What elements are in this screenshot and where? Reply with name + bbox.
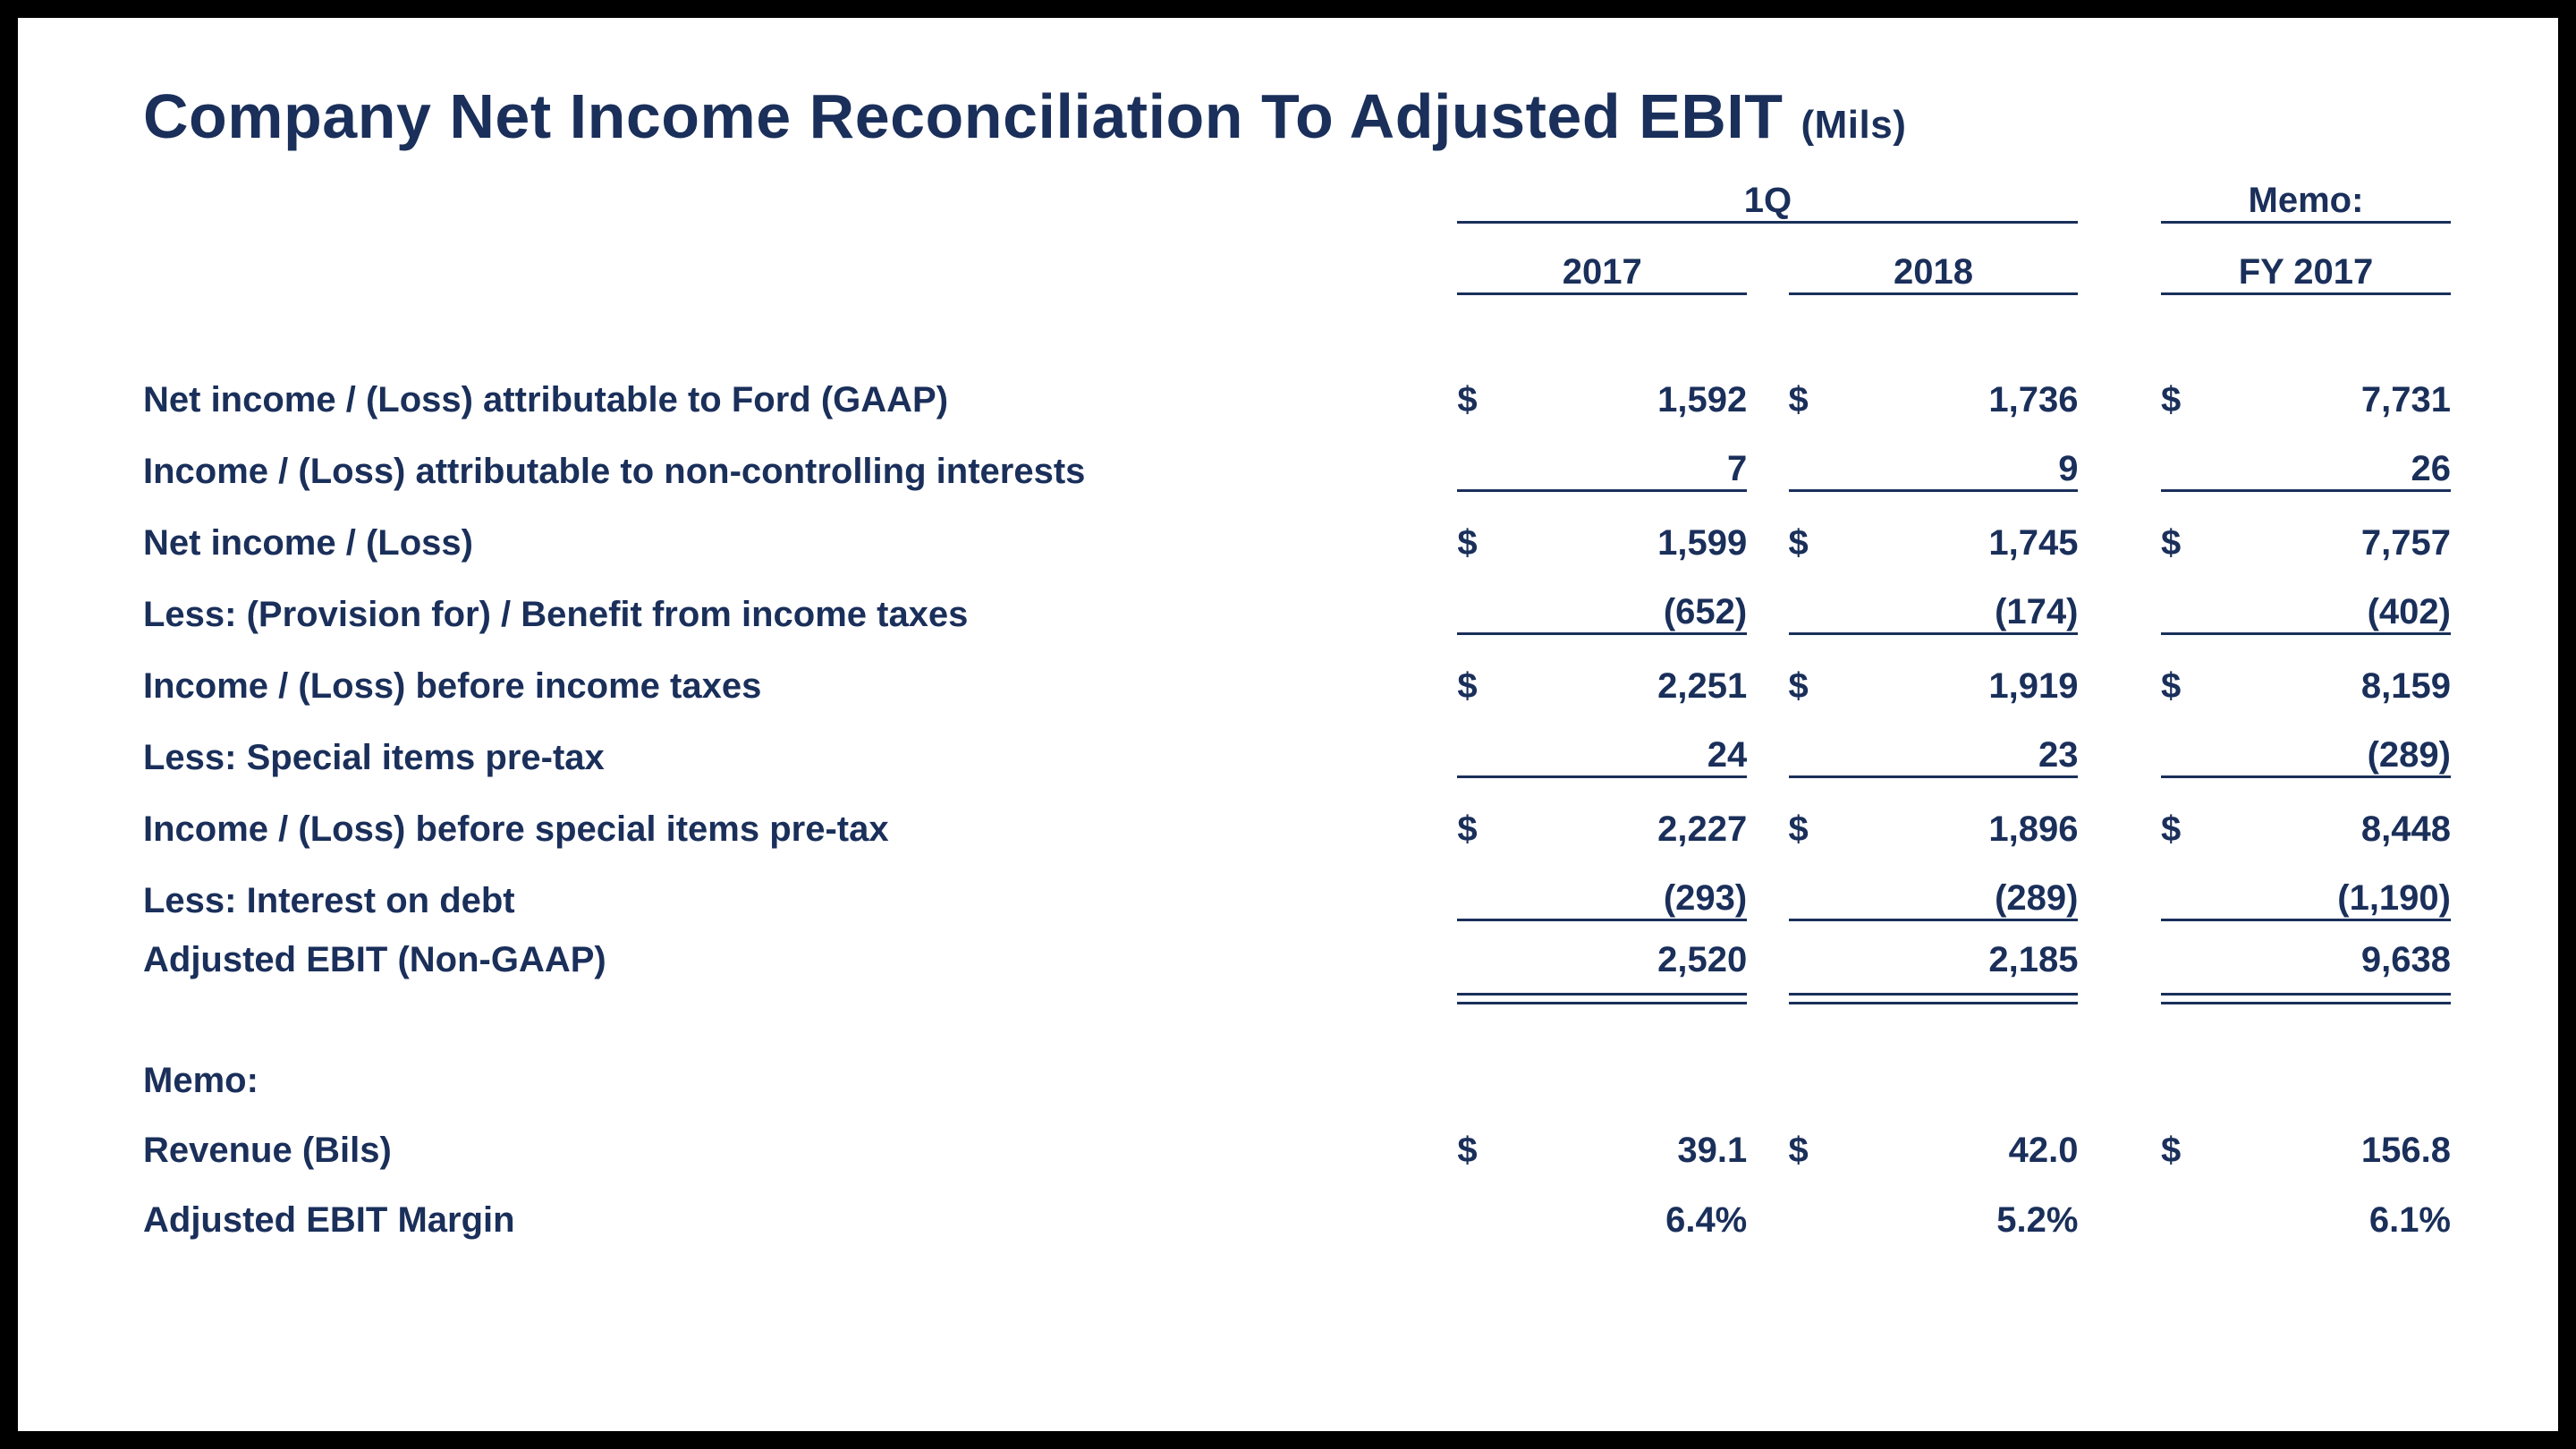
hdr-1q: 1Q [1457,161,2078,224]
row-special-items: Less: Special items pre-tax 24 23 (289) [143,707,2451,778]
row-tax-provision: Less: (Provision for) / Benefit from inc… [143,564,2451,635]
header-row-1: 1Q Memo: [143,161,2451,224]
row-non-controlling: Income / (Loss) attributable to non-cont… [143,420,2451,492]
row-ebit-margin: Adjusted EBIT Margin 6.4% 5.2% 6.1% [143,1171,2451,1241]
label: Net income / (Loss) attributable to Ford… [143,349,1416,420]
title-main: Company Net Income Reconciliation To Adj… [143,81,1784,151]
row-net-income-ford: Net income / (Loss) attributable to Ford… [143,349,2451,420]
row-revenue: Revenue (Bils) $39.1 $42.0 $156.8 [143,1101,2451,1171]
hdr-fy2017: FY 2017 [2161,224,2451,295]
header-row-2: 2017 2018 FY 2017 [143,224,2451,295]
reconciliation-table: 1Q Memo: 2017 2018 FY 2017 Net income / … [143,161,2451,1241]
hdr-memo: Memo: [2161,161,2451,224]
row-income-before-special: Income / (Loss) before special items pre… [143,778,2451,850]
row-net-income: Net income / (Loss) $1,599 $1,745 $7,757 [143,492,2451,564]
hdr-2017: 2017 [1457,224,1747,295]
row-interest-debt: Less: Interest on debt (293) (289) (1,19… [143,850,2451,921]
row-memo-label: Memo: [143,1031,2451,1101]
slide: Company Net Income Reconciliation To Adj… [18,18,2558,1431]
row-income-before-tax: Income / (Loss) before income taxes $2,2… [143,635,2451,707]
title-units: (Mils) [1801,103,1906,147]
hdr-2018: 2018 [1789,224,2079,295]
row-adjusted-ebit: Adjusted EBIT (Non-GAAP) 2,520 2,185 9,6… [143,921,2451,993]
page-title: Company Net Income Reconciliation To Adj… [143,80,2451,152]
